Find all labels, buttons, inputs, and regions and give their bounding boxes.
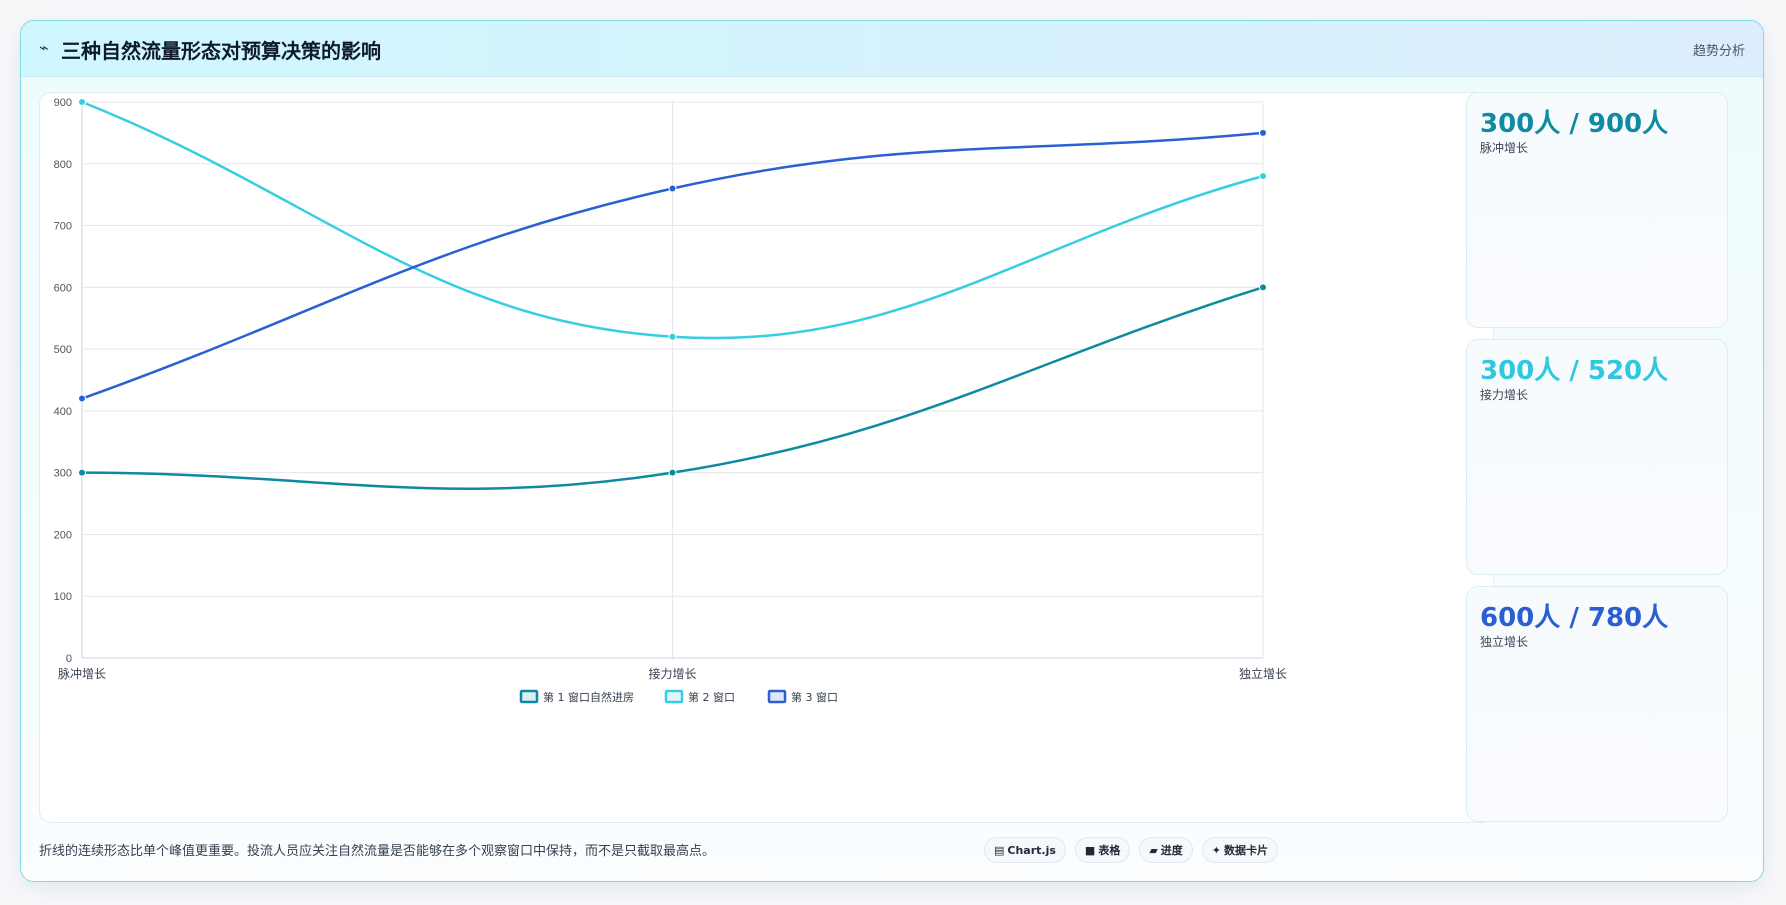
table-icon: ■ (1084, 844, 1096, 857)
x-tick-label: 脉冲增长 (58, 666, 106, 681)
stat-label: 脉冲增长 (1480, 141, 1529, 155)
sparkle-icon: ✦ (1211, 844, 1222, 857)
stat-value: 300人 / 900人 (1480, 109, 1669, 139)
data-point (668, 184, 677, 193)
stat-value: 300人 / 520人 (1480, 356, 1669, 386)
x-tick-label: 接力增长 (648, 666, 696, 681)
data-point (78, 98, 86, 106)
stat-label: 独立增长 (1480, 635, 1529, 649)
pill-label: 进度 (1160, 844, 1183, 857)
legend-swatch (519, 689, 539, 704)
page-title: 三种自然流量形态对预算决策的影响 (61, 39, 381, 63)
line-chart: 0 100 200 300 400 500 600 700 800 900 脉冲增长 接力增长 独立增长… (54, 97, 1287, 704)
y-tick-label: 0 (66, 653, 72, 665)
data-point (668, 468, 677, 477)
chart-panel: 0 100 200 300 400 500 600 700 800 900 脉冲增长 接力增长 独立增长… (39, 92, 1494, 823)
y-tick-label: 600 (54, 282, 72, 294)
footer-note: 折线的连续形态比单个峰值更重要。投流人员应关注自然流量是否能够在多个观察窗口中保… (39, 844, 716, 859)
feature-pills: ▤ Chart.js ■ 表格 ▰ 进度 ✦ 数据卡片 (984, 837, 1279, 863)
y-tick-label: 800 (54, 159, 72, 171)
legend-label: 第 2 窗口 (688, 690, 735, 704)
y-tick-label: 300 (54, 468, 72, 480)
data-point (1259, 283, 1267, 292)
stat-card-pulse: 300人 / 900人 脉冲增长 (1466, 92, 1728, 328)
stat-card-independent: 600人 / 780人 独立增长 (1466, 586, 1728, 822)
pill-progress[interactable]: ▰ 进度 (1139, 837, 1193, 863)
y-tick-label: 100 (54, 591, 72, 603)
data-point (668, 332, 677, 341)
legend-swatch (664, 689, 684, 704)
data-point (78, 394, 86, 403)
trend-line-icon: ⌁ (39, 38, 49, 57)
y-tick-label: 700 (54, 221, 72, 233)
pill-label: 数据卡片 (1224, 844, 1269, 857)
data-point (78, 468, 86, 477)
y-tick-label: 400 (54, 406, 72, 418)
header-tag: 趋势分析 (1692, 44, 1745, 59)
pill-table[interactable]: ■ 表格 (1074, 837, 1131, 863)
pill-label: Chart.js (1007, 844, 1056, 857)
stat-card-relay: 300人 / 520人 接力增长 (1466, 339, 1728, 575)
progress-icon: ▰ (1149, 844, 1158, 857)
y-tick-label: 200 (54, 529, 72, 541)
x-tick-label: 独立增长 (1239, 666, 1287, 681)
pill-label: 表格 (1098, 844, 1121, 857)
pill-data-card[interactable]: ✦ 数据卡片 (1201, 837, 1279, 863)
pill-chartjs[interactable]: ▤ Chart.js (984, 837, 1066, 863)
legend-label: 第 1 窗口自然进房 (543, 690, 634, 704)
data-point (1259, 128, 1267, 137)
card-header: ⌁ 三种自然流量形态对预算决策的影响 趋势分析 (21, 21, 1763, 77)
stat-value: 600人 / 780人 (1480, 603, 1669, 633)
y-tick-label: 500 (54, 344, 72, 356)
data-point (1259, 172, 1267, 181)
legend-swatch (767, 689, 787, 704)
y-tick-label: 900 (54, 97, 72, 109)
legend-label: 第 3 窗口 (791, 690, 838, 704)
chart-icon: ▤ (994, 844, 1005, 857)
stat-label: 接力增长 (1480, 388, 1529, 402)
